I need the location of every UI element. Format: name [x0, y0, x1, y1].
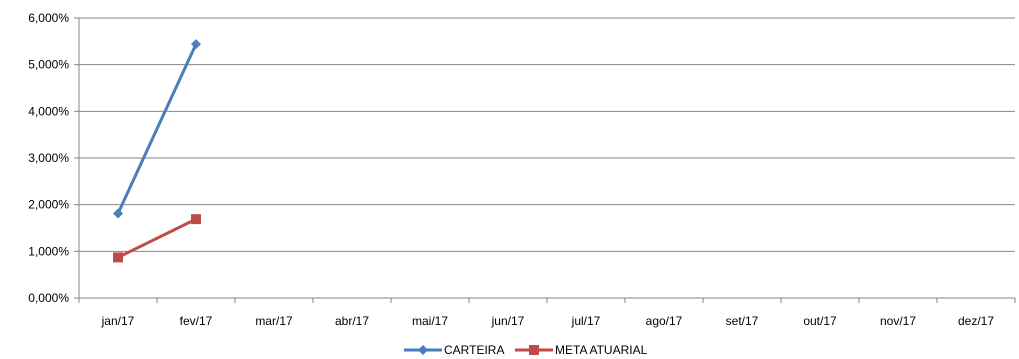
series-line — [117, 217, 197, 259]
legend-label: META ATUARIAL — [555, 343, 648, 357]
series-layer — [113, 39, 201, 263]
x-tick-label: jun/17 — [491, 314, 525, 328]
data-point-diamond — [113, 208, 123, 219]
x-tick-label: mar/17 — [255, 314, 293, 328]
data-point-diamond — [191, 39, 201, 50]
legend-label: CARTEIRA — [444, 343, 504, 357]
data-point-square — [113, 252, 123, 263]
legend-item: META ATUARIAL — [515, 343, 648, 357]
x-tick-label: dez/17 — [958, 314, 994, 328]
x-tick-label: jul/17 — [571, 314, 601, 328]
series-meta-atuarial — [113, 214, 201, 263]
x-tick-label: set/17 — [726, 314, 759, 328]
x-tick-label: out/17 — [803, 314, 837, 328]
x-tick-label: mai/17 — [412, 314, 448, 328]
y-tick-label: 6,000% — [28, 11, 69, 25]
y-tick-label: 1,000% — [28, 244, 69, 258]
gridlines — [79, 17, 1015, 252]
legend: CARTEIRA META ATUARIAL — [404, 343, 648, 357]
axes — [74, 17, 1016, 303]
x-tick-label: fev/17 — [180, 314, 213, 328]
y-tick-label: 5,000% — [28, 58, 69, 72]
series-carteira — [113, 39, 201, 219]
y-tick-label: 4,000% — [28, 104, 69, 118]
x-tick-label: abr/17 — [335, 314, 369, 328]
legend-marker — [418, 345, 428, 355]
series-line — [116, 43, 198, 215]
y-axis-tick-labels: 0,000% 1,000% 2,000% 3,000% 4,000% 5,000% 6,00… — [28, 11, 69, 305]
legend-item: CARTEIRA — [404, 343, 504, 357]
x-tick-label: nov/17 — [880, 314, 916, 328]
y-tick-label: 3,000% — [28, 151, 69, 165]
x-tick-label: ago/17 — [646, 314, 683, 328]
y-tick-label: 2,000% — [28, 198, 69, 212]
legend-marker — [529, 345, 539, 355]
y-tick-label: 0,000% — [28, 291, 69, 305]
x-axis-tick-labels: jan/17 fev/17 mar/17 abr/17 mai/17 jun/17 jul/… — [101, 314, 995, 328]
x-tick-label: jan/17 — [101, 314, 135, 328]
data-point-square — [191, 214, 201, 225]
